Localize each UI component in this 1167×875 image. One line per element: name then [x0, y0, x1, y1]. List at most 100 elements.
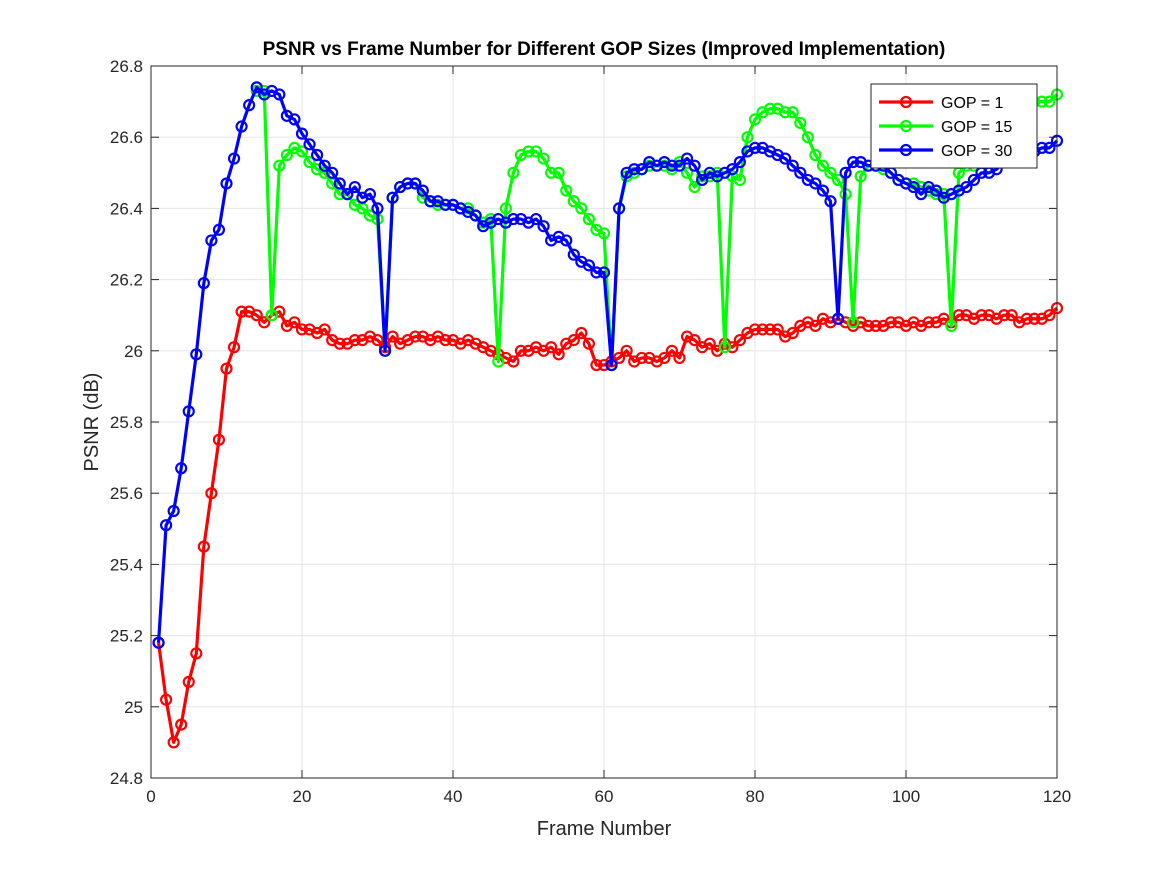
- legend-label: GOP = 1: [941, 95, 1004, 112]
- y-tick-label: 26.2: [110, 271, 143, 290]
- data-point: [809, 148, 822, 162]
- data-point: [635, 351, 648, 365]
- data-point: [311, 148, 324, 162]
- data-point: [371, 334, 384, 347]
- data-point: [733, 334, 747, 347]
- x-tick-label: 60: [595, 787, 614, 806]
- data-point: [794, 116, 807, 130]
- data-point: [386, 330, 399, 343]
- axis-ticks: 0 20 40 60 80 100 120 24.8 25 25.2 25.4 25.6 25.8 26 2…: [110, 57, 1071, 806]
- data-point: [182, 675, 195, 688]
- data-point: [348, 334, 361, 347]
- data-point: [884, 316, 898, 329]
- data-point: [597, 266, 611, 279]
- data-point: [945, 319, 958, 332]
- x-tick-label: 80: [746, 787, 765, 806]
- data-point: [869, 319, 882, 332]
- data-point: [537, 220, 550, 233]
- data-point: [718, 341, 731, 354]
- data-point: [1043, 309, 1056, 322]
- data-point: [779, 152, 792, 165]
- data-point: [182, 405, 195, 418]
- data-point: [318, 323, 331, 336]
- y-tick-label: 25.2: [110, 627, 143, 646]
- data-point: [831, 173, 845, 187]
- y-tick-label: 25.8: [110, 413, 143, 432]
- data-point: [265, 309, 278, 322]
- data-point: [733, 173, 747, 187]
- data-point: [167, 736, 180, 749]
- data-point: [197, 540, 210, 553]
- data-point: [612, 202, 626, 215]
- data-point: [552, 348, 565, 361]
- data-point: [726, 163, 739, 176]
- data-point: [809, 319, 822, 332]
- data-point: [590, 266, 603, 279]
- data-point: [167, 504, 180, 518]
- data-point: [975, 309, 988, 322]
- data-point: [197, 277, 210, 290]
- data-point: [258, 316, 271, 329]
- data-point: [235, 305, 248, 318]
- data-point: [967, 173, 981, 187]
- data-point: [922, 316, 935, 329]
- y-tick-label: 26.4: [110, 199, 143, 218]
- data-point: [175, 462, 188, 475]
- data-point: [847, 156, 860, 169]
- data-point: [1028, 312, 1041, 325]
- data-point: [205, 234, 218, 247]
- data-point: [333, 337, 346, 350]
- data-point: [748, 113, 762, 126]
- data-point: [960, 180, 973, 194]
- data-point: [998, 309, 1011, 322]
- data-point: [341, 188, 354, 201]
- data-point: [439, 198, 452, 211]
- y-tick-label: 24.8: [110, 769, 143, 788]
- legend-marker: [899, 95, 913, 109]
- data-point: [597, 227, 611, 240]
- data-point: [560, 184, 573, 197]
- data-point: [326, 166, 339, 179]
- data-point: [303, 138, 316, 151]
- data-point: [1043, 95, 1056, 108]
- x-tick-label: 0: [146, 787, 155, 806]
- data-point: [212, 223, 226, 236]
- y-tick-label: 25: [124, 698, 143, 717]
- x-axis-label: Frame Number: [537, 818, 672, 840]
- y-tick-label: 25.4: [110, 555, 143, 574]
- data-point: [220, 362, 233, 375]
- legend-item: GOP = 30: [879, 143, 1012, 160]
- y-tick-label: 26.6: [110, 128, 143, 147]
- data-point: [567, 334, 580, 347]
- data-point: [862, 319, 875, 332]
- data-point: [303, 156, 316, 169]
- data-point: [378, 344, 392, 357]
- data-point: [220, 177, 233, 190]
- data-point: [786, 159, 799, 172]
- data-point: [514, 344, 528, 357]
- data-point: [537, 152, 550, 165]
- data-point: [847, 316, 860, 329]
- data-point: [227, 152, 241, 165]
- data-point: [756, 323, 769, 336]
- data-point: [680, 152, 694, 165]
- data-point: [816, 159, 830, 172]
- data-point: [794, 166, 807, 179]
- data-point: [469, 209, 482, 222]
- data-point: [424, 195, 437, 208]
- data-point: [582, 259, 596, 272]
- data-point: [273, 159, 286, 172]
- data-point: [779, 106, 792, 119]
- data-point: [809, 177, 822, 190]
- data-point: [748, 141, 762, 154]
- data-point: [227, 341, 241, 354]
- data-point: [235, 120, 248, 133]
- y-tick-label: 25.6: [110, 484, 143, 503]
- data-point: [492, 355, 505, 368]
- data-point: [295, 323, 309, 336]
- data-point: [507, 166, 520, 179]
- data-point: [295, 145, 309, 158]
- data-point: [612, 351, 626, 365]
- data-point: [190, 348, 203, 361]
